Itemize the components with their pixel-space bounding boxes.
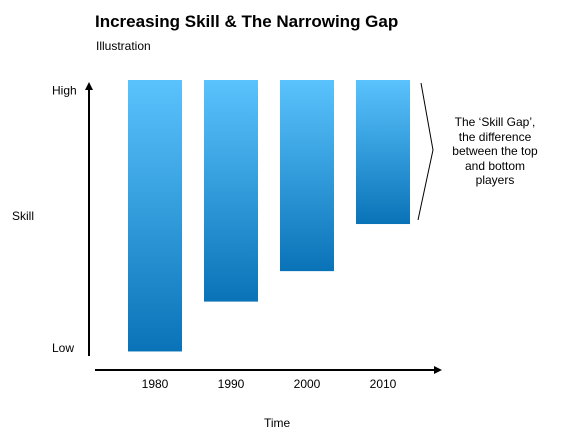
x-axis-label: Time (264, 416, 291, 430)
x-tick-label: 1980 (142, 377, 169, 391)
skill-gap-bracket (417, 82, 434, 221)
chart-title: Increasing Skill & The Narrowing Gap (95, 12, 399, 31)
bars-group (128, 80, 410, 352)
bar-2000 (280, 80, 334, 272)
bar-1980 (128, 80, 182, 352)
y-tick-label: High (52, 83, 77, 97)
bar-1990 (204, 80, 258, 302)
chart-subtitle: Illustration (96, 39, 151, 53)
y-ticks-group: Low High (52, 83, 77, 355)
skill-gap-annotation: The ‘Skill Gap’, the difference between … (452, 115, 538, 187)
bar-2010 (356, 80, 410, 225)
x-tick-label: 2000 (294, 377, 321, 391)
y-tick-label: Low (52, 341, 74, 355)
x-tick-label: 1990 (218, 377, 245, 391)
x-tick-label: 2010 (370, 377, 397, 391)
y-axis-label: Skill (12, 209, 35, 223)
x-ticks-group: 1980 1990 2000 2010 (142, 377, 397, 391)
